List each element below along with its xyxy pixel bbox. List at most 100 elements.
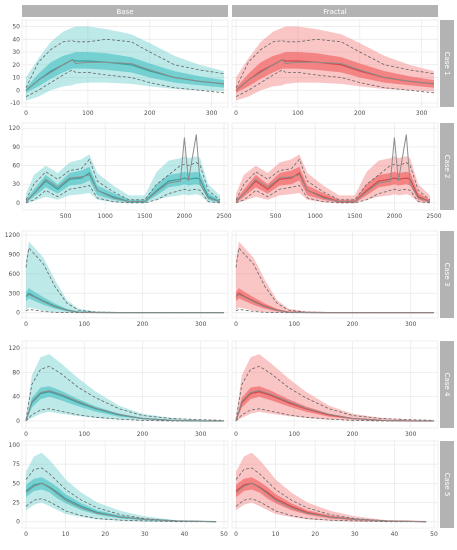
panel: 0 100 200 300 [231,230,439,328]
panel-bg [21,340,229,429]
dashed-upper-line [25,247,224,313]
observed-line [25,482,217,523]
x-tick-label: 2500 [216,213,231,220]
x-tick-label: 2000 [177,213,192,220]
strip-base-label: Base [116,8,133,16]
x-tick-label: 0 [234,431,238,438]
panel-bg [21,440,229,529]
x-tick-label: 1500 [137,213,152,220]
inner-band [236,52,434,93]
x-tick-label: 20 [101,531,109,538]
dashed-upper-line [25,158,221,201]
panel: 0 100 200 300 0 40 80 120 [9,340,229,438]
panel-bg [231,340,439,429]
panel: 0 100 200 300 -10 0 10 20 30 40 50 [10,19,229,117]
observed-line [235,482,427,523]
observed-line [25,294,224,314]
inner-band [26,166,220,203]
x-tick-label: 100 [79,321,91,328]
x-tick-label: 200 [347,431,359,438]
dashed-lower-line [25,498,217,523]
x-tick-label: 50 [430,531,438,538]
x-tick-label: 0 [234,110,238,117]
x-tick-label: 300 [195,431,207,438]
observed-line [25,134,221,203]
x-tick-label: 20 [311,531,319,538]
panel-bg [231,122,439,211]
dashed-upper-line [235,38,435,88]
x-tick-label: 40 [391,531,399,538]
x-tick-label: 2500 [426,213,441,220]
row-strip-label: Case 3 [443,263,451,287]
strip-base-bg [22,5,228,17]
x-tick-label: 1500 [347,213,362,220]
panel: 0 10 20 30 40 50 [231,440,439,538]
y-tick-label: 75 [12,461,20,468]
row-strip-bg [440,441,454,528]
x-tick-label: 100 [292,110,304,117]
y-tick-label: 900 [9,251,21,258]
y-tick-label: 0 [16,200,20,207]
x-tick-label: 0 [24,431,28,438]
x-tick-label: 0 [24,531,28,538]
facet-row: Case 1 0 100 200 300 -10 0 10 20 30 40 50 0 100 200 300 [10,19,454,117]
x-tick-label: 200 [137,431,149,438]
observed-line [235,390,434,422]
inner-band [26,386,224,421]
observed-line [235,59,435,91]
panel: 0 10 20 30 40 50 0 25 50 75 100 [9,440,229,538]
x-tick-label: 10 [62,531,70,538]
y-tick-label: 1200 [5,232,20,239]
y-tick-label: 120 [9,125,21,132]
y-tick-label: 300 [9,290,21,297]
outer-band [236,154,430,203]
row-strip-bg [440,123,454,210]
row-strip-label: Case 5 [443,473,451,497]
y-tick-label: 25 [12,500,20,507]
x-tick-label: 300 [405,321,417,328]
dashed-lower-line [25,185,221,204]
dashed-lower-line [235,185,431,204]
x-tick-label: 1000 [98,213,113,220]
y-tick-label: 0 [16,87,20,94]
y-tick-label: 120 [9,345,21,352]
row-strip-label: Case 1 [443,52,451,76]
x-tick-label: 30 [351,531,359,538]
dashed-upper-line [25,467,217,523]
panel-bg [21,122,229,211]
x-tick-label: 30 [141,531,149,538]
panel: 0 100 200 300 0 300 600 900 1200 [5,230,229,328]
facet-row: Case 4 0 100 200 300 0 40 80 120 0 100 200 300 [9,340,454,438]
x-tick-label: 200 [347,321,359,328]
y-tick-label: 40 [12,394,20,401]
row-strip-bg [440,20,454,107]
row-strip-label: Case 4 [443,373,451,397]
y-tick-label: 50 [12,480,20,487]
x-tick-label: 100 [289,431,301,438]
x-tick-label: 300 [405,431,417,438]
x-tick-label: 0 [234,321,238,328]
x-tick-label: 0 [234,531,238,538]
y-tick-label: 0 [16,519,20,526]
dashed-upper-line [235,365,435,421]
y-tick-label: 30 [12,181,20,188]
dashed-upper-line [25,38,225,88]
x-tick-label: 0 [24,110,28,117]
panel: 0 100 200 300 [231,340,439,438]
row-strip-bg [440,341,454,428]
y-tick-label: -10 [10,100,20,107]
x-tick-label: 200 [137,321,149,328]
y-tick-label: 80 [12,369,20,376]
y-tick-label: 20 [12,62,20,69]
y-tick-label: 600 [9,271,21,278]
y-tick-label: 60 [12,163,20,170]
panel-bg [231,230,439,319]
panel: 500 1000 1500 2000 2500 0 30 60 90 120 [9,122,232,220]
row-strip-bg [440,231,454,318]
x-tick-label: 50 [220,531,228,538]
column-strips: Base Fractal [22,5,438,17]
outer-band [26,154,220,203]
y-tick-label: 90 [12,144,20,151]
x-tick-label: 500 [270,213,282,220]
strip-fractal-bg [232,5,438,17]
